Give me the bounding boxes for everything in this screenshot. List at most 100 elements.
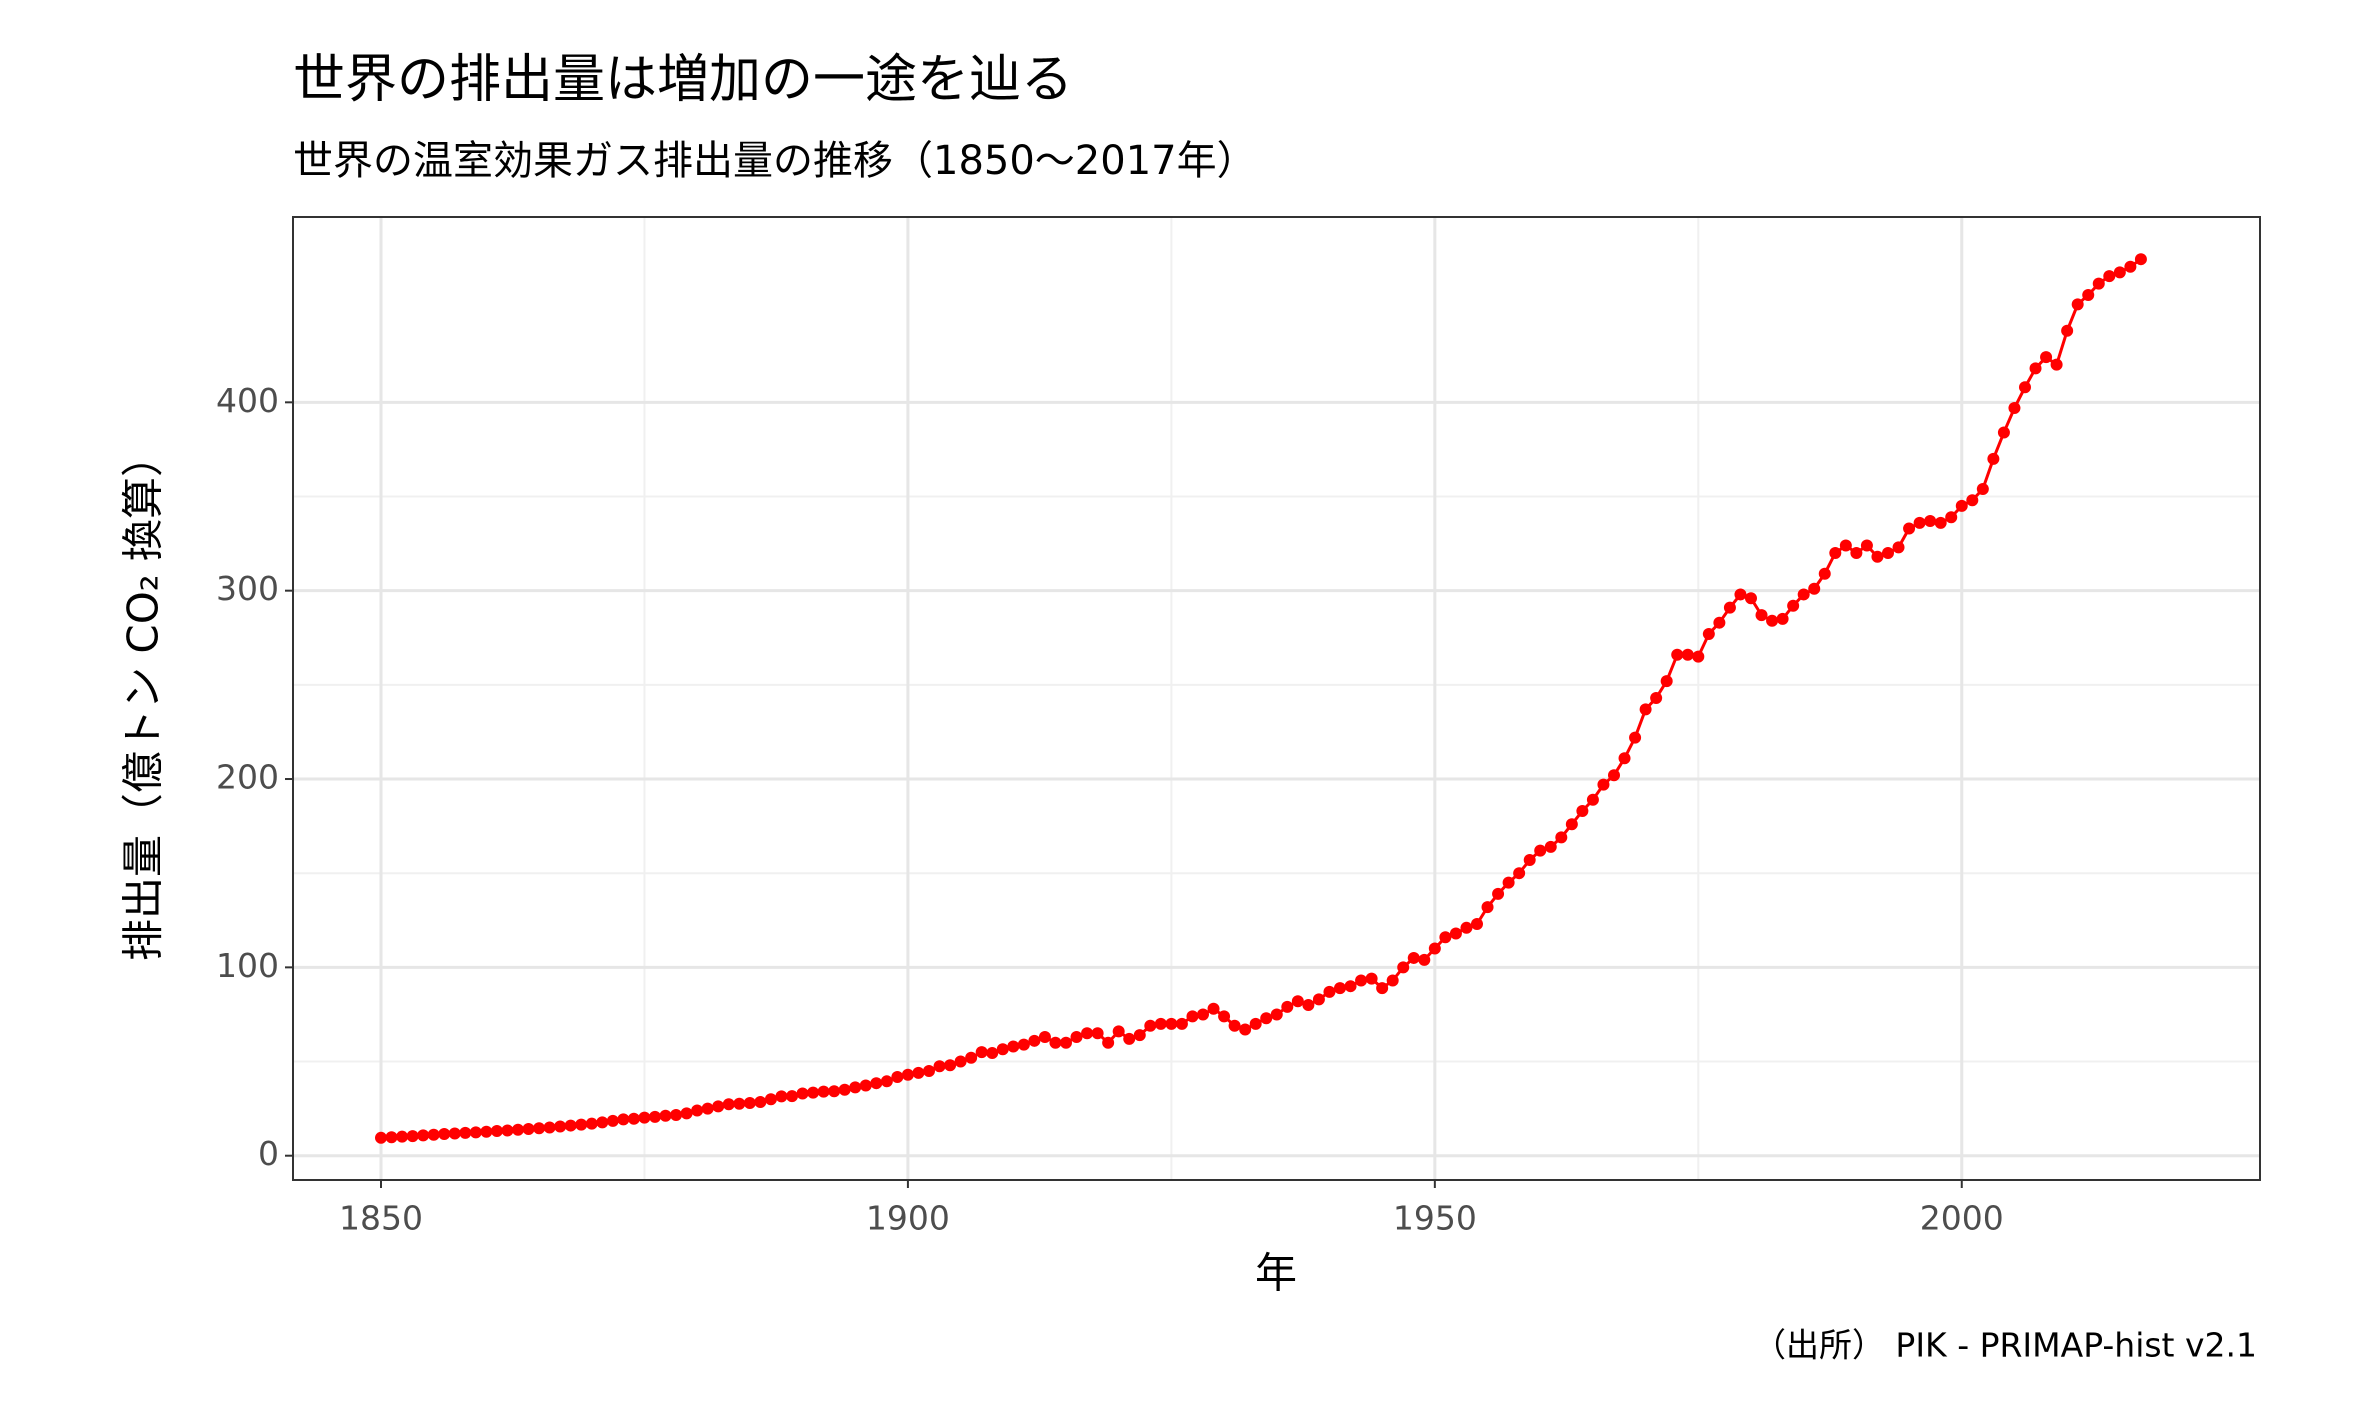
point: [722, 1098, 735, 1111]
point: [1766, 614, 1779, 627]
point: [1881, 547, 1894, 560]
point: [606, 1114, 619, 1127]
point: [659, 1109, 672, 1122]
point: [1586, 793, 1599, 806]
point: [807, 1086, 820, 1099]
point: [1987, 452, 2000, 465]
point: [1618, 752, 1631, 765]
point: [1934, 516, 1947, 529]
point: [1681, 648, 1694, 661]
point: [880, 1075, 893, 1088]
point: [1386, 974, 1399, 987]
panel-border: [292, 216, 2261, 1181]
point: [1513, 867, 1526, 880]
point: [1913, 516, 1926, 529]
x-axis-title: 年: [1255, 1249, 1297, 1298]
point: [701, 1102, 714, 1115]
point: [1639, 703, 1652, 716]
point: [754, 1096, 767, 1109]
point: [1144, 1019, 1157, 1032]
point: [901, 1068, 914, 1081]
point: [1028, 1034, 1041, 1047]
point: [986, 1047, 999, 1060]
point: [511, 1123, 524, 1136]
point: [627, 1112, 640, 1125]
y-tick-label: 100: [216, 946, 279, 985]
point: [1007, 1040, 1020, 1053]
point: [764, 1093, 777, 1106]
point: [912, 1066, 925, 1079]
point: [796, 1087, 809, 1100]
point: [1123, 1032, 1136, 1045]
point: [1629, 731, 1642, 744]
point: [1544, 840, 1557, 853]
point: [1281, 1000, 1294, 1013]
point: [922, 1064, 935, 1077]
point: [1449, 927, 1462, 940]
point: [712, 1100, 725, 1113]
point: [859, 1079, 872, 1092]
point: [1829, 547, 1842, 560]
point: [1492, 887, 1505, 900]
point: [838, 1083, 851, 1096]
point: [1091, 1027, 1104, 1040]
point: [1502, 876, 1515, 889]
point: [733, 1097, 746, 1110]
point: [417, 1129, 430, 1142]
point: [459, 1126, 472, 1139]
point: [448, 1127, 461, 1140]
y-tick-label: 0: [258, 1134, 279, 1173]
point: [1692, 650, 1705, 663]
point: [1597, 778, 1610, 791]
point: [828, 1085, 841, 1098]
point: [1323, 985, 1336, 998]
point: [617, 1113, 630, 1126]
point: [1059, 1036, 1072, 1049]
point: [1723, 601, 1736, 614]
point: [2061, 324, 2074, 337]
point: [2050, 358, 2063, 371]
point: [1049, 1036, 1062, 1049]
point: [1038, 1031, 1051, 1044]
point: [1291, 995, 1304, 1008]
point: [1734, 588, 1747, 601]
point: [406, 1130, 419, 1143]
point: [575, 1118, 588, 1131]
point: [975, 1046, 988, 1059]
point: [1850, 547, 1863, 560]
point: [1892, 541, 1905, 554]
point: [1607, 769, 1620, 782]
point: [1671, 648, 1684, 661]
point: [1924, 514, 1937, 527]
point: [1207, 1002, 1220, 1015]
point: [1196, 1008, 1209, 1021]
point: [2113, 266, 2126, 279]
point: [891, 1070, 904, 1083]
point: [490, 1125, 503, 1138]
point: [1165, 1017, 1178, 1030]
point: [1808, 582, 1821, 595]
point: [1355, 974, 1368, 987]
point: [1218, 1010, 1231, 1023]
point: [785, 1090, 798, 1103]
point: [670, 1109, 683, 1122]
point: [2029, 362, 2042, 375]
point: [1407, 951, 1420, 964]
point: [1565, 818, 1578, 831]
point: [1344, 980, 1357, 993]
x-tick-label: 1950: [1393, 1199, 1477, 1238]
point: [374, 1131, 387, 1144]
x-tick-label: 2000: [1920, 1199, 2004, 1238]
chart-title: 世界の排出量は増加の一途を辿る: [293, 50, 1073, 110]
point: [1660, 675, 1673, 688]
point: [1976, 482, 1989, 495]
point: [1175, 1017, 1188, 1030]
point: [1260, 1012, 1273, 1025]
point: [2071, 298, 2084, 311]
point: [1228, 1019, 1241, 1032]
point: [533, 1122, 546, 1135]
point: [1249, 1017, 1262, 1030]
point: [1650, 692, 1663, 705]
point: [2040, 351, 2053, 364]
